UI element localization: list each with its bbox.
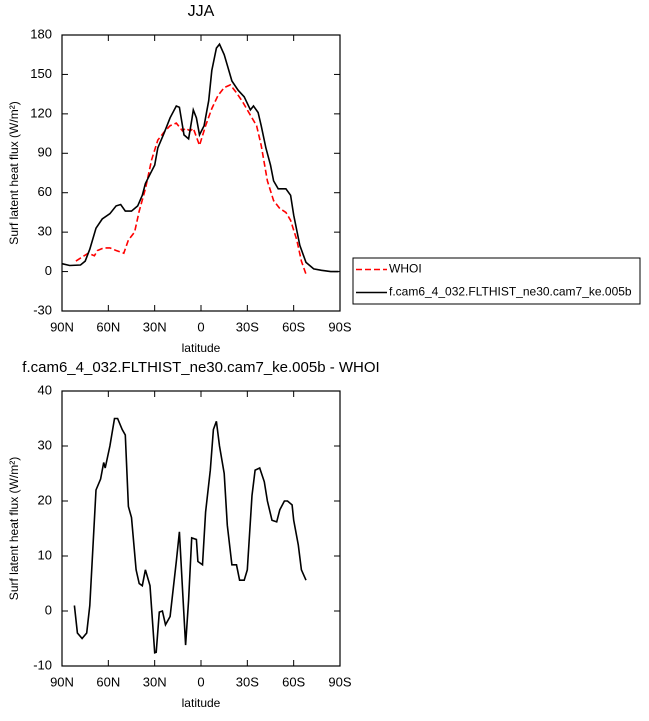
y-tick-label: 30: [38, 437, 52, 452]
y-tick-label: 40: [38, 382, 52, 397]
y-tick-label: -30: [33, 302, 52, 317]
data-line: [73, 417, 307, 654]
legend-label: WHOI: [389, 262, 422, 276]
y-axis-label: Surf latent heat flux (W/m²): [7, 101, 21, 244]
x-tick-label: 0: [197, 319, 204, 334]
chart-title: JJA: [188, 3, 215, 20]
y-tick-label: 90: [38, 145, 52, 160]
x-tick-label: 60S: [282, 319, 305, 334]
x-tick-label: 60N: [96, 674, 120, 689]
y-tick-label: 0: [45, 263, 52, 278]
y-tick-label: 20: [38, 492, 52, 507]
legend-label: f.cam6_4_032.FLTHIST_ne30.cam7_ke.005b: [389, 285, 632, 299]
y-tick-label: 150: [30, 66, 52, 81]
y-tick-label: 30: [38, 224, 52, 239]
x-tick-label: 0: [197, 674, 204, 689]
y-tick-label: 0: [45, 602, 52, 617]
x-tick-label: 60N: [96, 319, 120, 334]
y-axis-label: Surf latent heat flux (W/m²): [7, 457, 21, 600]
plot-frame: [61, 34, 341, 312]
x-axis-label: latitude: [182, 696, 221, 710]
x-tick-label: 90N: [50, 674, 74, 689]
x-tick-label: 90N: [50, 319, 74, 334]
x-tick-label: 30S: [236, 319, 259, 334]
data-line: [75, 83, 307, 275]
x-tick-label: 30N: [143, 319, 167, 334]
y-tick-label: 60: [38, 184, 52, 199]
y-tick-label: -10: [33, 657, 52, 672]
x-axis-label: latitude: [182, 341, 221, 355]
chart-title: f.cam6_4_032.FLTHIST_ne30.cam7_ke.005b -…: [22, 359, 379, 376]
x-tick-label: 30N: [143, 674, 167, 689]
x-tick-label: 60S: [282, 674, 305, 689]
plot-frame: [61, 390, 341, 667]
y-tick-label: 120: [30, 105, 52, 120]
legend-frame: [352, 257, 641, 305]
x-tick-label: 30S: [236, 674, 259, 689]
y-tick-label: 180: [30, 26, 52, 41]
y-tick-label: 10: [38, 547, 52, 562]
data-line: [61, 42, 339, 273]
x-tick-label: 90S: [328, 319, 351, 334]
x-tick-label: 90S: [328, 674, 351, 689]
